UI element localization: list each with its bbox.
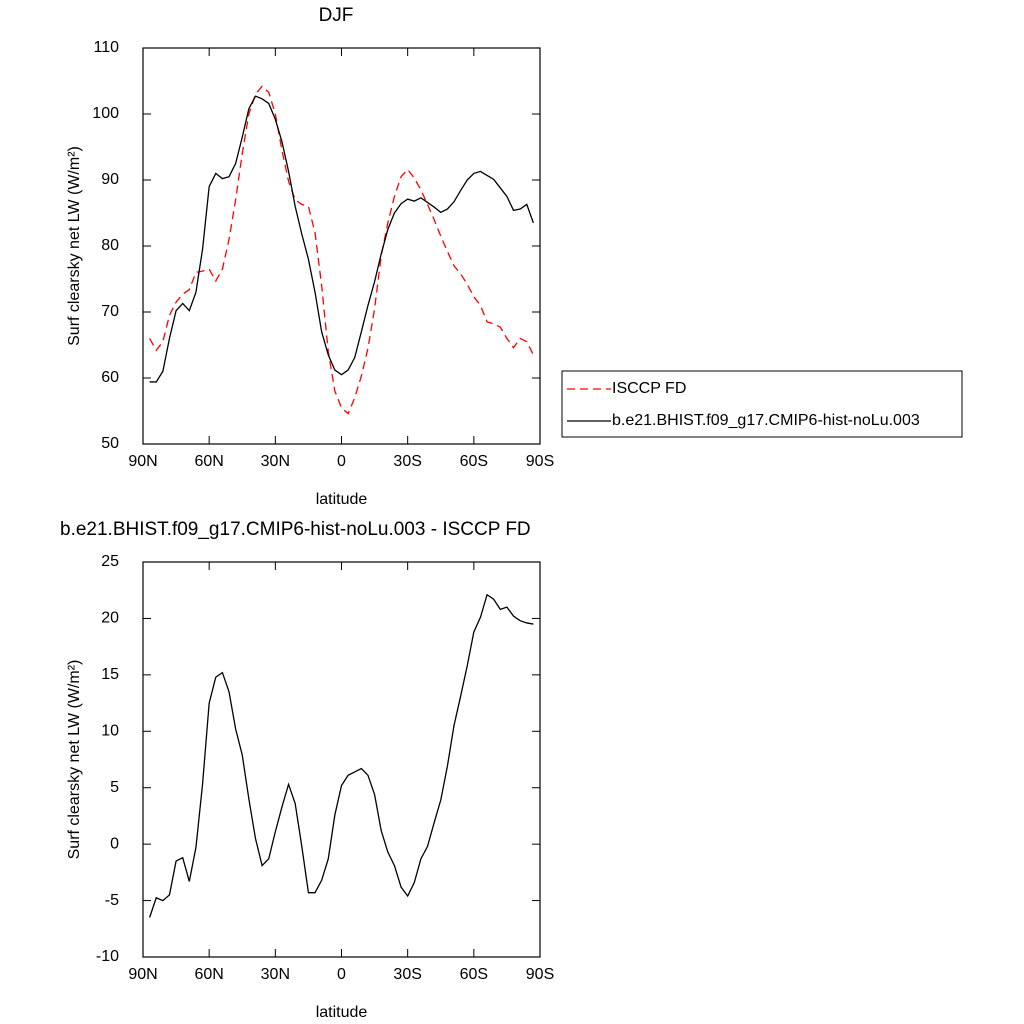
y-tick-label: 70 xyxy=(101,303,119,320)
y-tick-label: 80 xyxy=(101,237,119,254)
y-axis-label: Surf clearsky net LW (W/m²) xyxy=(66,660,83,860)
plot-frame xyxy=(142,561,541,958)
legend-label: b.e21.BHIST.f09_g17.CMIP6-hist-noLu.003 xyxy=(612,412,920,429)
x-tick-label: 90S xyxy=(526,453,554,470)
x-axis-label: latitude xyxy=(316,1004,368,1021)
data-line xyxy=(149,95,534,383)
chart-title: b.e21.BHIST.f09_g17.CMIP6-hist-noLu.003 … xyxy=(60,519,531,540)
y-tick-label: 0 xyxy=(110,835,119,852)
x-tick-label: 60S xyxy=(460,453,488,470)
y-tick-label: 25 xyxy=(101,553,119,570)
x-tick-label: 30N xyxy=(261,966,290,983)
y-tick-label: 15 xyxy=(101,666,119,683)
y-tick-label: 110 xyxy=(93,39,119,56)
y-tick-label: -10 xyxy=(96,948,119,965)
y-tick-label: 5 xyxy=(110,779,119,796)
x-tick-label: 30S xyxy=(393,966,421,983)
y-tick-label: 90 xyxy=(101,171,119,188)
data-line xyxy=(149,85,534,415)
x-axis-label: latitude xyxy=(316,491,368,508)
y-tick-label: 100 xyxy=(92,105,119,122)
x-tick-label: 60N xyxy=(194,966,223,983)
x-tick-label: 0 xyxy=(337,966,346,983)
x-tick-label: 60N xyxy=(194,453,223,470)
chart-title: DJF xyxy=(319,5,354,26)
y-tick-label: 50 xyxy=(101,435,119,452)
x-tick-label: 90N xyxy=(128,966,157,983)
y-tick-label: 60 xyxy=(101,369,119,386)
legend-label: ISCCP FD xyxy=(612,380,686,397)
x-tick-label: 60S xyxy=(460,966,488,983)
x-tick-label: 90N xyxy=(128,453,157,470)
x-tick-label: 90S xyxy=(526,966,554,983)
x-tick-label: 0 xyxy=(337,453,346,470)
y-tick-label: 10 xyxy=(101,723,119,740)
y-axis-label: Surf clearsky net LW (W/m²) xyxy=(66,146,83,346)
x-tick-label: 30S xyxy=(393,453,421,470)
legend-box xyxy=(561,370,963,438)
y-tick-label: -5 xyxy=(105,892,119,909)
x-tick-label: 30N xyxy=(261,453,290,470)
data-line xyxy=(149,593,534,918)
y-tick-label: 20 xyxy=(101,610,119,627)
